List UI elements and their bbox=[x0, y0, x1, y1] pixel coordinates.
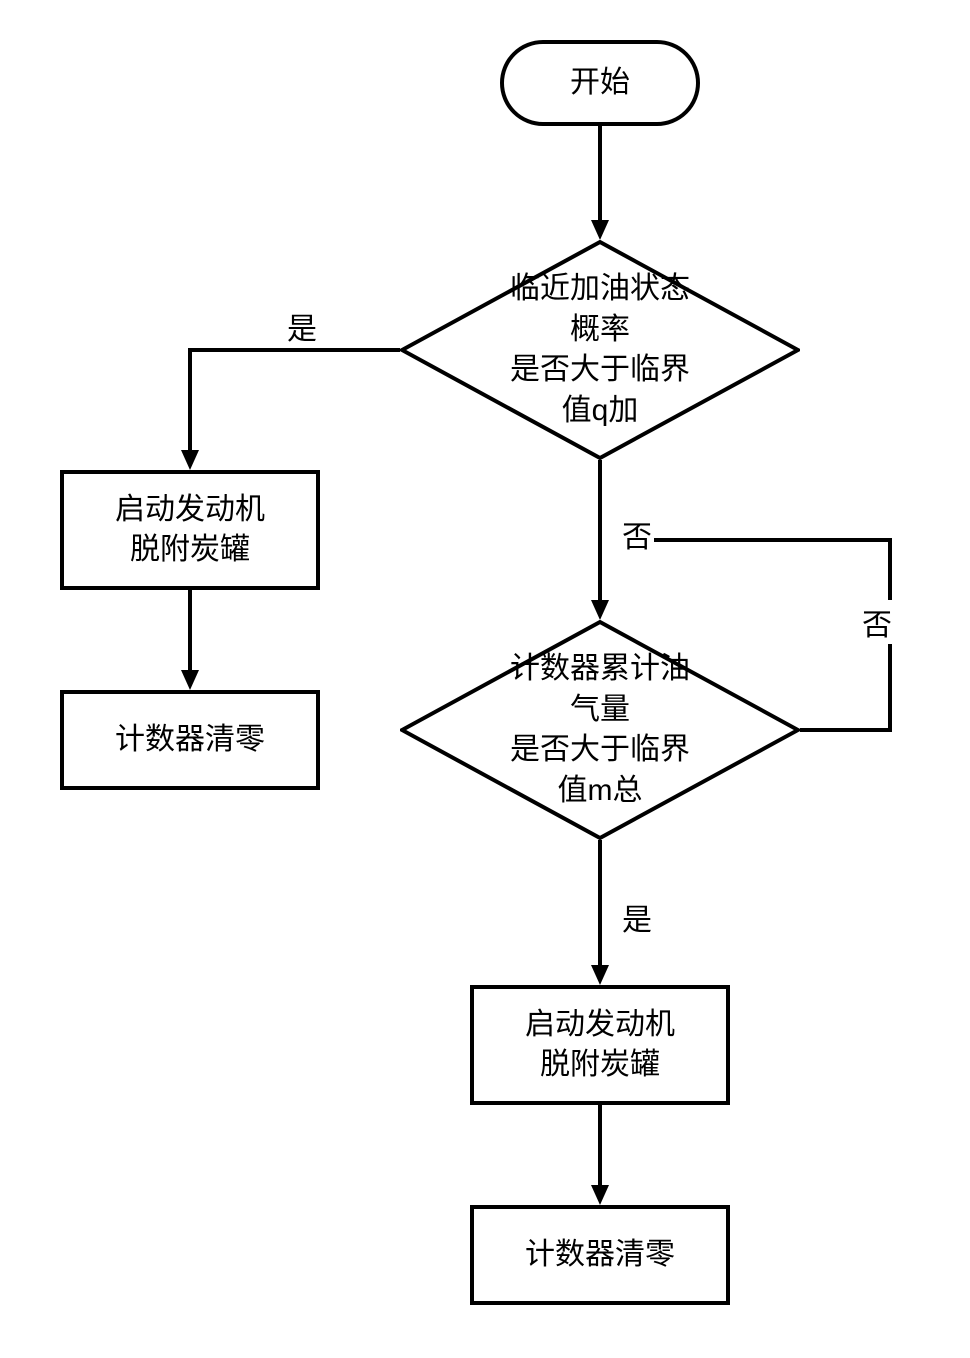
start-terminator: 开始 bbox=[500, 40, 700, 126]
process-start-engine-desorb-right: 启动发动机 脱附炭罐 bbox=[470, 985, 730, 1105]
decision-refuel-probability-label: 临近加油状态概率 是否大于临界值q加 bbox=[500, 269, 700, 431]
process-start-engine-desorb-left-label: 启动发动机 脱附炭罐 bbox=[115, 490, 265, 571]
decision-refuel-probability: 临近加油状态概率 是否大于临界值q加 bbox=[400, 240, 800, 460]
process-start-engine-desorb-right-label: 启动发动机 脱附炭罐 bbox=[525, 1005, 675, 1086]
edge-label-d1-yes-to-pleft1: 是 bbox=[285, 304, 319, 348]
start-label: 开始 bbox=[570, 63, 630, 104]
process-counter-reset-left-label: 计数器清零 bbox=[115, 720, 265, 761]
decision-counter-threshold: 计数器累计油气量 是否大于临界值m总 bbox=[400, 620, 800, 840]
decision-counter-threshold-label: 计数器累计油气量 是否大于临界值m总 bbox=[500, 649, 700, 811]
edge-label-d2-no-loop: 否 bbox=[860, 600, 894, 644]
edge-label-d1-no-to-d2: 否 bbox=[620, 512, 654, 556]
process-start-engine-desorb-left: 启动发动机 脱附炭罐 bbox=[60, 470, 320, 590]
process-counter-reset-left: 计数器清零 bbox=[60, 690, 320, 790]
process-counter-reset-right: 计数器清零 bbox=[470, 1205, 730, 1305]
process-counter-reset-right-label: 计数器清零 bbox=[525, 1235, 675, 1276]
edge-label-d2-yes-to-pr1: 是 bbox=[620, 895, 654, 939]
